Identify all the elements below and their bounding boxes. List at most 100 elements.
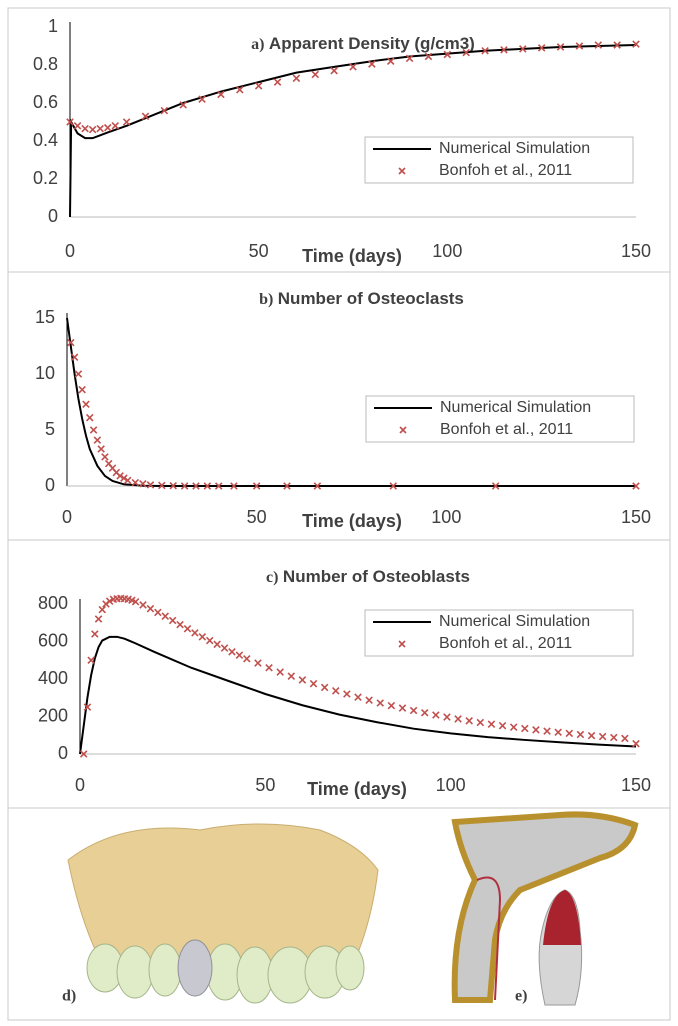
chart-title: b) Number of Osteoclasts [259, 289, 464, 308]
data-point [88, 657, 94, 663]
panel-label: d) [62, 988, 76, 1005]
y-tick-label: 0 [45, 475, 55, 495]
data-point [140, 602, 146, 608]
data-point [244, 656, 250, 662]
chart-title: c) Number of Osteoblasts [266, 567, 470, 586]
data-point [277, 669, 283, 675]
panel-label: c) [266, 569, 278, 586]
data-point [455, 716, 461, 722]
chart-title: a) Apparent Density (g/cm3) [251, 34, 475, 53]
y-tick-label: 200 [38, 705, 68, 725]
data-point [105, 125, 111, 131]
data-point [510, 724, 516, 730]
x-axis-label: Time (days) [307, 779, 407, 799]
y-tick-label: 0 [48, 206, 58, 226]
bone-section [455, 814, 635, 1005]
data-point [388, 702, 394, 708]
data-point [499, 722, 505, 728]
title-text: Apparent Density (g/cm3) [269, 34, 475, 53]
data-point [433, 712, 439, 718]
x-tick-label: 50 [255, 775, 275, 795]
legend-label: Bonfoh et al., 2011 [440, 421, 573, 438]
x-tick-label: 50 [249, 241, 269, 261]
data-point [399, 705, 405, 711]
data-point [566, 730, 572, 736]
data-line [70, 45, 636, 217]
data-point [192, 630, 198, 636]
x-tick-label: 100 [432, 241, 462, 261]
data-point [75, 371, 81, 377]
data-point [533, 727, 539, 733]
data-point [177, 621, 183, 627]
y-tick-label: 0.6 [33, 92, 58, 112]
x-tick-label: 150 [621, 241, 651, 261]
data-point [123, 119, 129, 125]
x-tick-label: 50 [247, 507, 267, 527]
x-tick-label: 100 [436, 775, 466, 795]
data-point [89, 126, 95, 132]
data-point [577, 731, 583, 737]
data-point [97, 125, 103, 131]
data-point [555, 729, 561, 735]
x-tick-label: 100 [431, 507, 461, 527]
y-tick-label: 0.4 [33, 130, 58, 150]
data-point [162, 613, 168, 619]
data-point [422, 710, 428, 716]
panel-label: a) [251, 36, 264, 53]
data-point [321, 684, 327, 690]
y-tick-label: 0 [58, 743, 68, 763]
data-point [588, 732, 594, 738]
jaw-model [68, 824, 378, 1003]
title-text: Number of Osteoblasts [283, 567, 470, 586]
data-point [288, 673, 294, 679]
data-point [169, 617, 175, 623]
x-tick-label: 0 [65, 241, 75, 261]
data-point [112, 123, 118, 129]
data-point [102, 454, 108, 460]
data-point [355, 694, 361, 700]
data-point [255, 660, 261, 666]
y-tick-label: 15 [35, 307, 55, 327]
data-point [466, 718, 472, 724]
data-point [155, 609, 161, 615]
data-point [274, 79, 280, 85]
data-point [184, 626, 190, 632]
figure: d) e) a) Apparent Density (g/cm3)00.20.4… [0, 0, 678, 1026]
data-point [98, 446, 104, 452]
data-point [214, 641, 220, 647]
x-tick-label: 0 [62, 507, 72, 527]
data-point [366, 697, 372, 703]
x-axis-label: Time (days) [302, 511, 402, 531]
data-point [633, 41, 639, 47]
data-point [95, 616, 101, 622]
data-point [333, 688, 339, 694]
data-point [544, 728, 550, 734]
data-point [99, 606, 105, 612]
title-text: Number of Osteoclasts [278, 289, 464, 308]
data-point [444, 714, 450, 720]
data-point [236, 652, 242, 658]
data-point [299, 677, 305, 683]
data-point [94, 437, 100, 443]
y-tick-label: 5 [45, 419, 55, 439]
legend-label: Numerical Simulation [439, 613, 590, 630]
data-point [207, 637, 213, 643]
data-point [331, 68, 337, 74]
data-point [255, 83, 261, 89]
legend-label: Numerical Simulation [440, 399, 591, 416]
data-point [87, 414, 93, 420]
data-point [377, 700, 383, 706]
y-tick-label: 1 [48, 16, 58, 36]
y-tick-label: 10 [35, 363, 55, 383]
y-tick-label: 0.2 [33, 168, 58, 188]
data-point [90, 427, 96, 433]
x-tick-label: 150 [621, 507, 651, 527]
data-point [410, 707, 416, 713]
data-point [611, 734, 617, 740]
data-point [221, 645, 227, 651]
data-point [312, 71, 318, 77]
x-tick-label: 0 [75, 775, 85, 795]
y-tick-label: 400 [38, 668, 68, 688]
data-point [599, 733, 605, 739]
y-tick-label: 0.8 [33, 54, 58, 74]
